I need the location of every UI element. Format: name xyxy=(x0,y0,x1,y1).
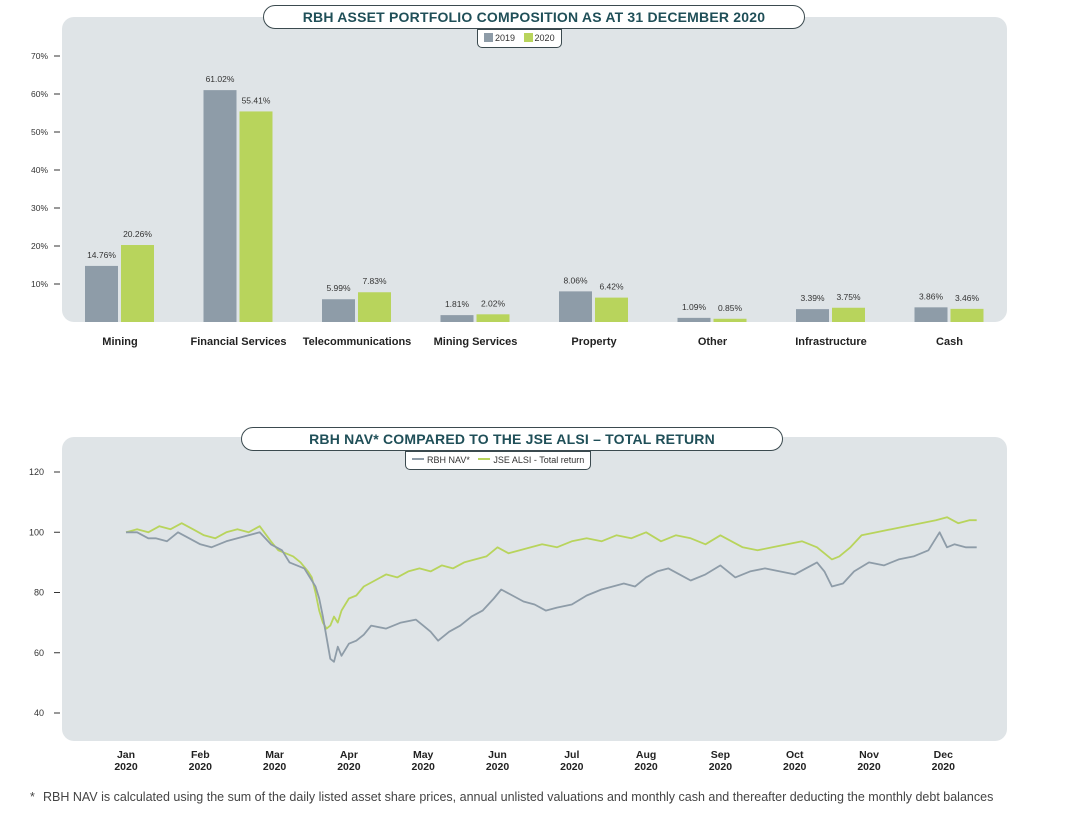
x-tick-year: 2020 xyxy=(634,761,658,773)
bar-2019 xyxy=(322,299,355,322)
x-tick-year: 2020 xyxy=(560,761,584,773)
category-label: Financial Services xyxy=(191,336,287,348)
line-chart: 406080100120Jan2020Feb2020Mar2020Apr2020… xyxy=(29,467,977,773)
line-chart-title: RBH NAV* COMPARED TO THE JSE ALSI – TOTA… xyxy=(241,427,783,451)
category-label: Cash xyxy=(936,336,963,348)
data-label-2020: 20.26% xyxy=(123,229,152,239)
bar-2019 xyxy=(559,291,592,322)
legend-label-2020: 2020 xyxy=(534,33,555,43)
x-tick-month: Feb xyxy=(191,749,210,761)
y-tick-label: 80 xyxy=(34,588,44,598)
x-tick-month: Apr xyxy=(340,749,358,761)
data-label-2019: 61.02% xyxy=(206,74,235,84)
bar-2020 xyxy=(595,297,628,322)
legend-item-nav: RBH NAV* xyxy=(412,455,470,465)
x-tick-month: Jun xyxy=(488,749,507,761)
data-label-2019: 3.39% xyxy=(800,293,825,303)
legend-label-2019: 2019 xyxy=(495,33,516,43)
data-label-2020: 7.83% xyxy=(362,276,387,286)
bar-2019 xyxy=(440,315,474,322)
legend-swatch-2019 xyxy=(484,33,493,42)
y-tick-label: 70% xyxy=(31,51,48,61)
x-tick-month: May xyxy=(413,749,434,761)
line-chart-panel xyxy=(62,437,1007,741)
y-tick-label: 120 xyxy=(29,467,44,477)
legend-swatch-2020 xyxy=(523,33,533,42)
x-tick-month: Aug xyxy=(636,749,656,761)
y-tick-label: 20% xyxy=(31,241,48,251)
y-tick-label: 100 xyxy=(29,527,44,537)
data-label-2019: 1.81% xyxy=(445,299,470,309)
x-tick-year: 2020 xyxy=(709,761,733,773)
data-label-2019: 3.86% xyxy=(919,291,944,301)
series-line-rbh-nav xyxy=(126,531,977,663)
legend-label-alsi: JSE ALSI - Total return xyxy=(493,455,585,465)
data-label-2019: 1.09% xyxy=(682,302,707,312)
x-tick-year: 2020 xyxy=(857,761,881,773)
category-label: Telecommunications xyxy=(303,336,412,348)
data-label-2019: 5.99% xyxy=(326,283,351,293)
y-tick-label: 60 xyxy=(34,648,44,658)
bar-chart: 10% 20% 30% 40% 50% 60% 70% 14.76% 20.26% Mining 6… xyxy=(31,51,984,348)
legend-item-alsi: JSE ALSI - Total return xyxy=(478,455,584,465)
data-label-2020: 3.46% xyxy=(955,293,980,303)
footnote-star: * xyxy=(30,790,35,804)
data-label-2019: 8.06% xyxy=(563,275,588,285)
data-label-2019: 14.76% xyxy=(87,250,116,260)
legend-label-nav: RBH NAV* xyxy=(427,455,470,465)
legend-item-2019: 2019 xyxy=(484,33,515,43)
x-tick-year: 2020 xyxy=(932,761,956,773)
category-label: Mining Services xyxy=(434,336,518,348)
x-tick-month: Sep xyxy=(711,749,730,761)
bar-2020 xyxy=(239,111,273,322)
y-tick-label: 10% xyxy=(31,279,48,289)
bar-2019 xyxy=(914,307,948,322)
bar-2019 xyxy=(677,317,711,322)
x-tick-year: 2020 xyxy=(114,761,138,773)
bar-2019 xyxy=(203,90,237,323)
bar-2020 xyxy=(476,314,510,322)
y-tick-label: 40% xyxy=(31,165,48,175)
x-tick-month: Dec xyxy=(934,749,953,761)
x-tick-year: 2020 xyxy=(337,761,361,773)
x-tick-year: 2020 xyxy=(263,761,287,773)
data-label-2020: 0.85% xyxy=(718,303,743,313)
legend-line-nav xyxy=(412,458,424,460)
x-tick-year: 2020 xyxy=(189,761,213,773)
x-tick-month: Nov xyxy=(859,749,879,761)
bar-2020 xyxy=(713,318,747,322)
x-tick-month: Oct xyxy=(786,749,804,761)
bar-2020 xyxy=(832,307,865,322)
footnote-text: RBH NAV is calculated using the sum of t… xyxy=(43,790,994,804)
x-tick-year: 2020 xyxy=(486,761,510,773)
bar-2019 xyxy=(796,309,829,322)
category-label: Infrastructure xyxy=(795,336,867,348)
bar-2020 xyxy=(358,292,391,322)
y-tick-label: 40 xyxy=(34,708,44,718)
bar-2020 xyxy=(121,245,154,322)
category-label: Property xyxy=(571,336,617,348)
bar-chart-title: RBH ASSET PORTFOLIO COMPOSITION AS AT 31… xyxy=(263,5,805,29)
legend-item-2020: 2020 xyxy=(523,33,555,43)
category-label: Other xyxy=(698,336,728,348)
data-label-2020: 6.42% xyxy=(599,282,624,292)
line-chart-legend: RBH NAV* JSE ALSI - Total return xyxy=(405,451,592,470)
x-tick-year: 2020 xyxy=(412,761,436,773)
x-tick-month: Mar xyxy=(265,749,284,761)
y-tick-label: 60% xyxy=(31,89,48,99)
data-label-2020: 2.02% xyxy=(481,298,506,308)
bar-2020 xyxy=(950,308,984,322)
data-label-2020: 3.75% xyxy=(836,292,861,302)
legend-line-alsi xyxy=(478,458,491,460)
x-tick-month: Jan xyxy=(117,749,135,761)
bar-chart-legend: 2019 2020 xyxy=(477,29,562,48)
y-tick-label: 50% xyxy=(31,127,48,137)
data-label-2020: 55.41% xyxy=(242,95,271,105)
x-tick-month: Jul xyxy=(564,749,579,761)
category-label: Mining xyxy=(102,336,137,348)
y-tick-label: 30% xyxy=(31,203,48,213)
x-tick-year: 2020 xyxy=(783,761,807,773)
bar-2019 xyxy=(85,265,118,322)
